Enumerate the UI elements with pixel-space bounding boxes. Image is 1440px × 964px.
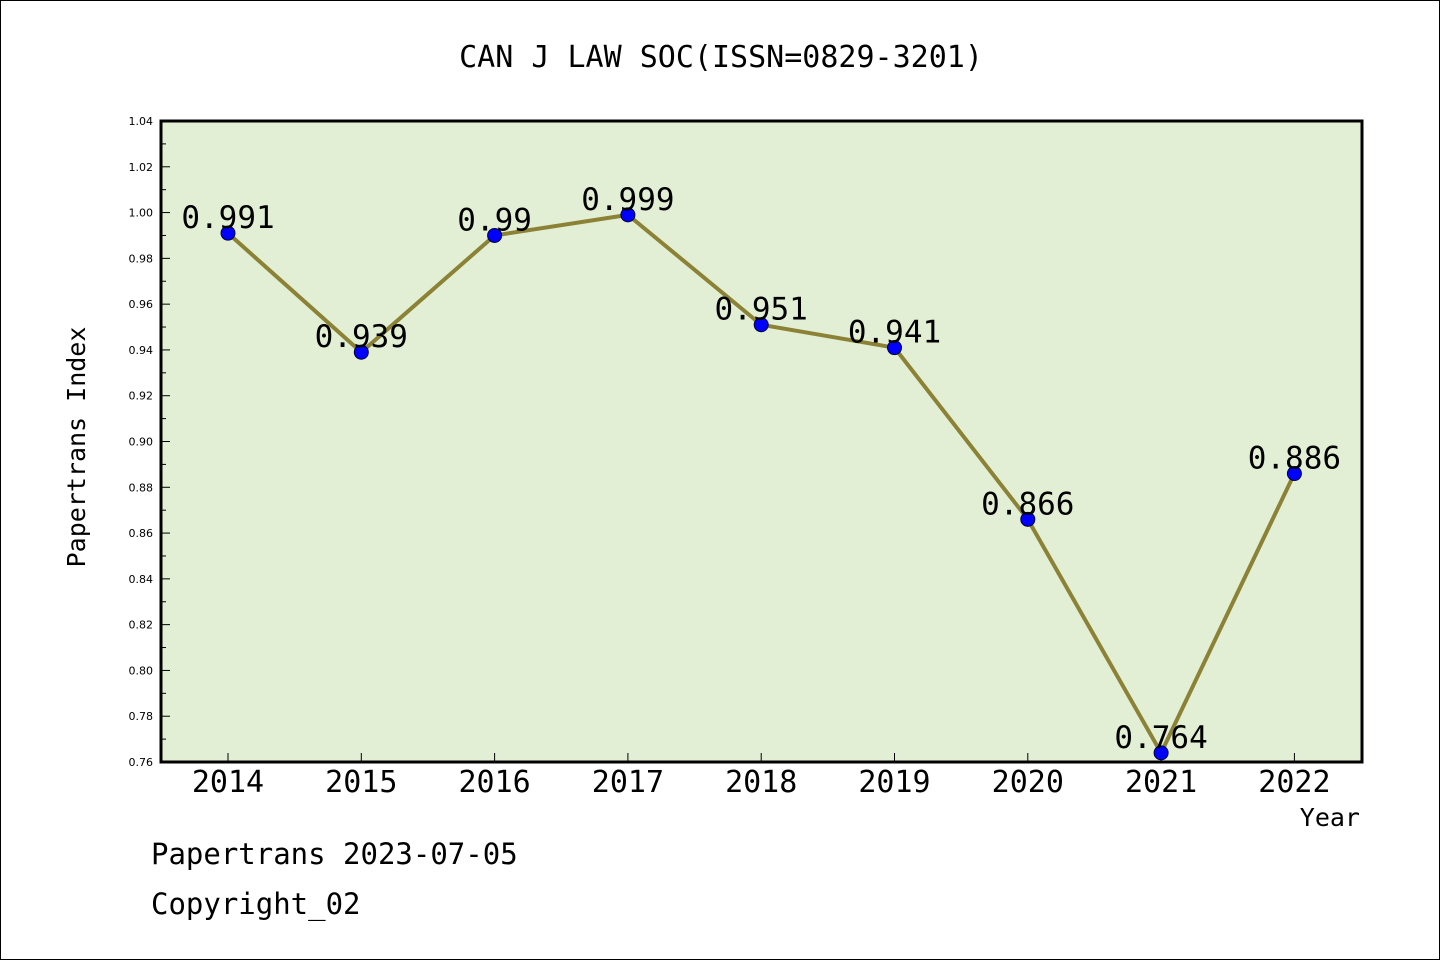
x-tick-label: 2021	[1125, 765, 1197, 800]
y-tick-label: 0.92	[129, 390, 154, 403]
y-axis-label: Papertrans Index	[62, 327, 91, 568]
x-axis: 2014 2015 2016 2017 2018 2019 2020 2021 2022	[192, 753, 1331, 800]
data-label: 0.939	[315, 319, 408, 355]
y-tick-label: 0.82	[129, 619, 154, 632]
data-label: 0.941	[848, 315, 941, 351]
x-axis-label: Year	[1300, 803, 1360, 832]
data-point	[887, 340, 902, 356]
x-tick-label: 2015	[325, 765, 397, 800]
data-point	[1286, 466, 1302, 482]
plot-area	[161, 121, 1362, 762]
y-tick-label: 0.84	[129, 573, 154, 586]
data-point	[353, 344, 369, 360]
x-tick-label: 2017	[592, 765, 664, 800]
y-tick-label: 0.86	[129, 527, 154, 540]
x-tick-label: 2018	[725, 765, 797, 800]
x-tick-label: 2016	[458, 765, 530, 800]
data-point	[487, 227, 503, 243]
y-tick-label: 1.00	[129, 207, 154, 220]
data-label: 0.866	[981, 486, 1074, 522]
data-point	[1020, 511, 1036, 527]
y-tick-label: 0.88	[129, 481, 154, 494]
plot-border	[159, 119, 1364, 764]
data-point	[620, 207, 636, 223]
footer-copyright: Copyright_02	[151, 887, 361, 922]
x-tick-label: 2022	[1258, 765, 1330, 800]
data-labels: 0.991 0.939 0.99 0.999 0.951 0.941 0.866 0.764 0…	[181, 182, 1341, 756]
footer-date: Papertrans 2023-07-05	[151, 837, 518, 871]
x-tick-label: 2019	[858, 765, 930, 800]
data-label: 0.764	[1114, 720, 1207, 756]
data-label: 0.886	[1248, 441, 1341, 477]
y-tick-label: 1.02	[129, 161, 154, 174]
y-tick-label: 0.76	[129, 756, 154, 769]
data-point	[753, 317, 769, 333]
y-tick-label: 0.90	[129, 436, 154, 449]
data-point	[1153, 745, 1169, 761]
y-tick-label: 1.04	[129, 115, 154, 128]
x-tick-label: 2020	[992, 765, 1064, 800]
y-tick-label: 0.78	[129, 710, 154, 723]
y-tick-label: 0.80	[129, 664, 154, 677]
data-label: 0.999	[581, 182, 674, 218]
y-tick-label: 0.94	[129, 344, 154, 357]
y-tick-label: 0.98	[129, 252, 154, 265]
data-label: 0.991	[181, 200, 274, 236]
y-tick-label: 0.96	[129, 298, 154, 311]
data-point	[220, 225, 236, 241]
data-label: 0.951	[715, 292, 808, 328]
x-tick-label: 2014	[192, 765, 264, 800]
series-markers	[220, 207, 1302, 761]
y-axis: 0.76 0.78 0.80 0.82 0.84 0.86 0.88 0.90 0.92 0.94…	[129, 115, 170, 769]
chart-title: CAN J LAW SOC(ISSN=0829-3201)	[459, 40, 983, 75]
data-label: 0.99	[457, 202, 532, 238]
